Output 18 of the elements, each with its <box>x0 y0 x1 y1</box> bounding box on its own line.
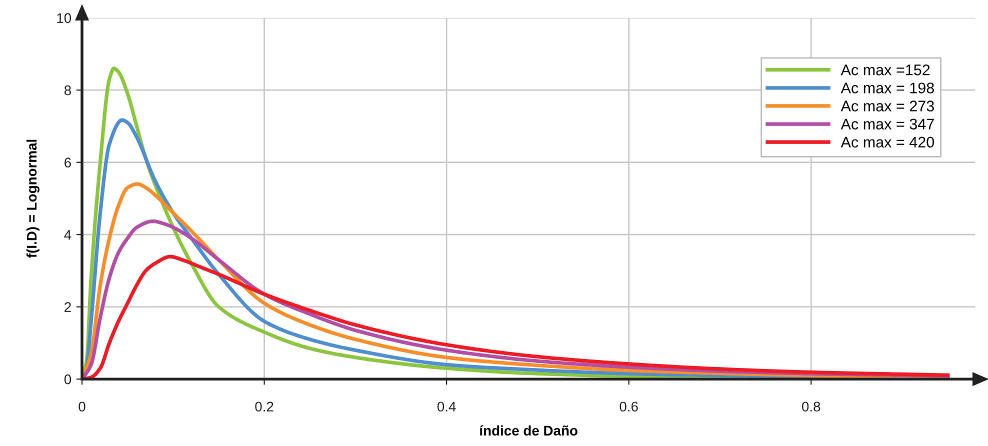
x-tick-label: 0 <box>78 402 86 412</box>
legend-label: Ac max = 273 <box>840 100 934 112</box>
x-tick-label: 0.4 <box>437 402 456 412</box>
x-tick-label: 0.6 <box>620 402 638 412</box>
legend-label: Ac max = 198 <box>840 82 934 94</box>
y-tick-label: 0 <box>64 374 72 384</box>
x-tick-label: 0.8 <box>802 402 820 412</box>
x-axis-title: índice de Daño <box>480 425 578 436</box>
x-tick-label: 0.2 <box>255 402 274 412</box>
y-tick-label: 4 <box>64 230 72 240</box>
y-tick-label: 2 <box>64 302 71 312</box>
legend-label: Ac max = 347 <box>840 118 934 130</box>
legend-label: Ac max =152 <box>840 64 930 76</box>
y-tick-label: 6 <box>64 158 71 168</box>
y-tick-label: 8 <box>64 85 71 96</box>
legend-label: Ac max = 420 <box>840 136 934 148</box>
y-tick-label: 10 <box>57 13 72 24</box>
y-axis-title: f(I.D) = Lognormal <box>26 140 40 258</box>
